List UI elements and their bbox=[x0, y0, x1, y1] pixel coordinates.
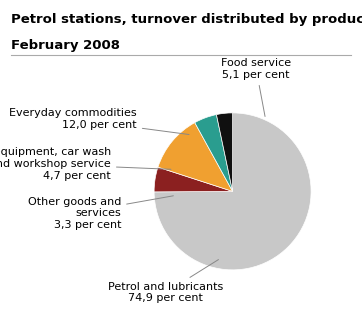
Text: February 2008: February 2008 bbox=[11, 39, 120, 52]
Wedge shape bbox=[154, 113, 311, 270]
Wedge shape bbox=[216, 113, 233, 191]
Wedge shape bbox=[158, 123, 233, 191]
Text: Petrol stations, turnover distributed by product groups.: Petrol stations, turnover distributed by… bbox=[11, 13, 362, 26]
Text: Food service
5,1 per cent: Food service 5,1 per cent bbox=[221, 58, 291, 117]
Text: Car equipment, car wash
and workshop service
4,7 per cent: Car equipment, car wash and workshop ser… bbox=[0, 147, 171, 181]
Text: Everyday commodities
12,0 per cent: Everyday commodities 12,0 per cent bbox=[9, 109, 189, 135]
Text: Other goods and
services
3,3 per cent: Other goods and services 3,3 per cent bbox=[28, 196, 173, 230]
Wedge shape bbox=[195, 115, 233, 191]
Text: Petrol and lubricants
74,9 per cent: Petrol and lubricants 74,9 per cent bbox=[108, 260, 223, 303]
Wedge shape bbox=[154, 167, 233, 192]
